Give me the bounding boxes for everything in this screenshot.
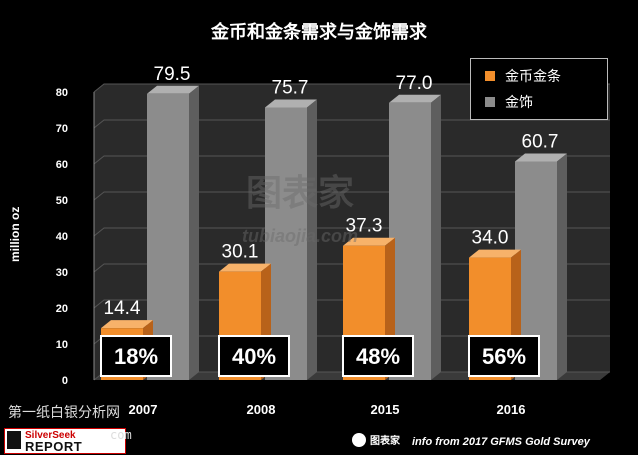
percent-box (468, 335, 540, 377)
percent-box (100, 335, 172, 377)
jewelry-value-label: 77.0 (396, 73, 433, 94)
coin-value-label: 34.0 (472, 228, 509, 249)
percent-box (218, 335, 290, 377)
jewelry-bar-side (431, 94, 441, 381)
report-logo: SilverSeek REPORT (4, 428, 126, 454)
logo-mark (7, 431, 21, 449)
gridline (93, 227, 610, 237)
coin-bar-top (101, 320, 153, 329)
x-tick-label: 2015 (371, 402, 400, 417)
jewelry-bar (389, 102, 431, 381)
percent-label: 40% (232, 344, 276, 369)
coin-value-label: 37.3 (346, 216, 383, 237)
coin-bar-top (343, 237, 395, 246)
chart-logo: 图表家 (352, 432, 404, 450)
jewelry-bar (265, 107, 307, 380)
gridline (93, 191, 610, 201)
legend-item-coins: 金币金条 (485, 65, 561, 87)
y-tick-label: 60 (56, 159, 68, 171)
jewelry-value-label: 60.7 (522, 131, 559, 152)
y-tick-label: 30 (56, 267, 68, 279)
coin-bar-top (219, 263, 271, 272)
jewelry-bar-side (557, 153, 567, 380)
source-note: info from 2017 GFMS Gold Survey (412, 436, 590, 448)
legend-swatch-jewelry (485, 97, 495, 107)
gridline (93, 83, 610, 93)
jewelry-value-label: 79.5 (154, 64, 191, 85)
jewelry-bar-side (307, 99, 317, 380)
jewelry-value-label: 75.7 (272, 77, 309, 98)
jewelry-bar-side (189, 85, 199, 381)
y-tick-label: 10 (56, 339, 68, 351)
gridline (93, 119, 610, 129)
legend-label-coins: 金币金条 (505, 69, 561, 85)
gridline (93, 299, 610, 309)
coin-value-label: 30.1 (222, 242, 259, 263)
y-tick-label: 50 (56, 195, 68, 207)
watermark-domain: tubiaojia.com (242, 226, 358, 246)
footer-domain: com (110, 428, 132, 442)
y-tick-label: 0 (62, 375, 68, 387)
y-axis-label: million oz (8, 206, 22, 262)
gridline (93, 263, 610, 273)
y-tick-label: 40 (56, 231, 68, 243)
percent-label: 18% (114, 344, 158, 369)
x-tick-label: 2008 (247, 402, 276, 417)
logo-top-text: SilverSeek (25, 430, 76, 441)
jewelry-bar-top (389, 94, 441, 103)
jewelry-bar-top (265, 99, 317, 108)
legend-swatch-coins (485, 71, 495, 81)
gridline (93, 155, 610, 165)
y-tick-label: 20 (56, 303, 68, 315)
x-tick-label: 2016 (497, 402, 526, 417)
chart-logo-icon (352, 433, 366, 447)
y-tick-label: 70 (56, 123, 68, 135)
legend-label-jewelry: 金饰 (505, 95, 533, 111)
coin-bar-top (469, 249, 521, 258)
watermark-text: 图表家 (246, 173, 354, 214)
percent-label: 48% (356, 344, 400, 369)
chart-title: 金币和金条需求与金饰需求 (211, 22, 427, 43)
legend-item-jewelry: 金饰 (485, 91, 533, 113)
jewelry-bar (147, 93, 189, 381)
footer-site-text: 第一纸白银分析网 (8, 405, 120, 421)
chart-logo-text: 图表家 (370, 436, 400, 447)
coin-value-label: 14.4 (104, 298, 141, 319)
logo-bottom-text: REPORT (25, 439, 83, 454)
x-tick-label: 2007 (129, 402, 158, 417)
legend: 金币金条 金饰 (470, 58, 608, 120)
y-tick-label: 80 (56, 87, 68, 99)
percent-box (342, 335, 414, 377)
jewelry-bar-top (515, 153, 567, 162)
jewelry-bar-top (147, 85, 199, 94)
percent-label: 56% (482, 344, 526, 369)
